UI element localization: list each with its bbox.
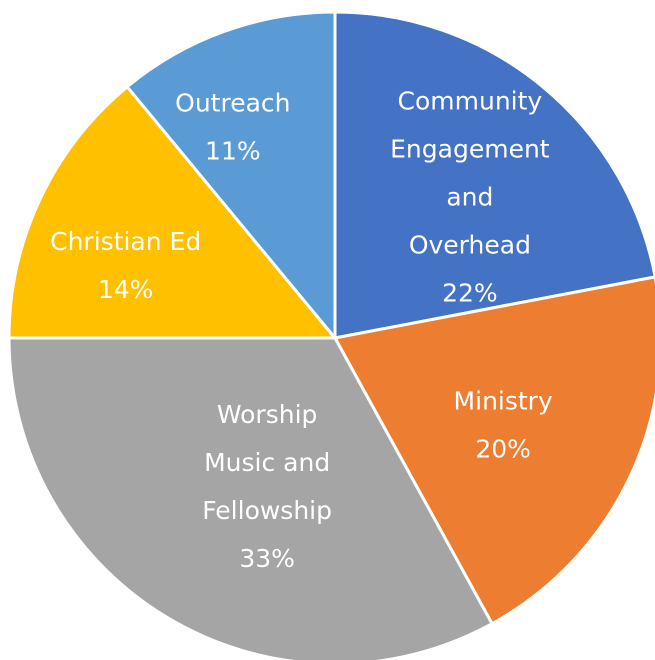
pie-slice-community-engagement-and-overhead <box>333 10 655 340</box>
slice-name-line: and <box>446 182 493 211</box>
pie-slice-outreach <box>125 10 337 343</box>
slice-percent-label: 20% <box>475 434 531 463</box>
pie-labels: Community Engagement and Overhead 22% Ministr… <box>50 86 553 573</box>
slice-name-line: Overhead <box>409 230 531 259</box>
slice-name-line: Community <box>398 86 543 115</box>
slice-name-line: Christian Ed <box>50 227 201 256</box>
slice-name-line: Outreach <box>175 89 290 118</box>
data-label-christian-ed: Christian Ed 14% <box>50 227 201 304</box>
pie-slice-worship-music-and-fellowship <box>7 336 495 660</box>
pie-slice-ministry <box>332 275 655 626</box>
data-label-ministry: Ministry 20% <box>454 386 553 463</box>
slice-name-line: Engagement <box>390 134 550 163</box>
data-label-community-engagement-and-overhead: Community Engagement and Overhead 22% <box>390 86 550 307</box>
slice-name-line: Ministry <box>454 386 553 415</box>
slice-name-line: Music and <box>204 448 330 477</box>
pie-slices <box>7 10 655 660</box>
slice-name-line: Fellowship <box>202 496 332 525</box>
slice-percent-label: 14% <box>98 275 154 304</box>
slice-name-line: Worship <box>217 400 318 429</box>
slice-percent-label: 22% <box>442 278 498 307</box>
pie-slice-christian-ed <box>7 84 339 340</box>
slice-percent-label: 33% <box>239 544 295 573</box>
data-label-outreach: Outreach 11% <box>175 89 290 166</box>
data-label-worship-music-and-fellowship: Worship Music and Fellowship 33% <box>202 400 332 573</box>
slice-percent-label: 11% <box>205 137 261 166</box>
